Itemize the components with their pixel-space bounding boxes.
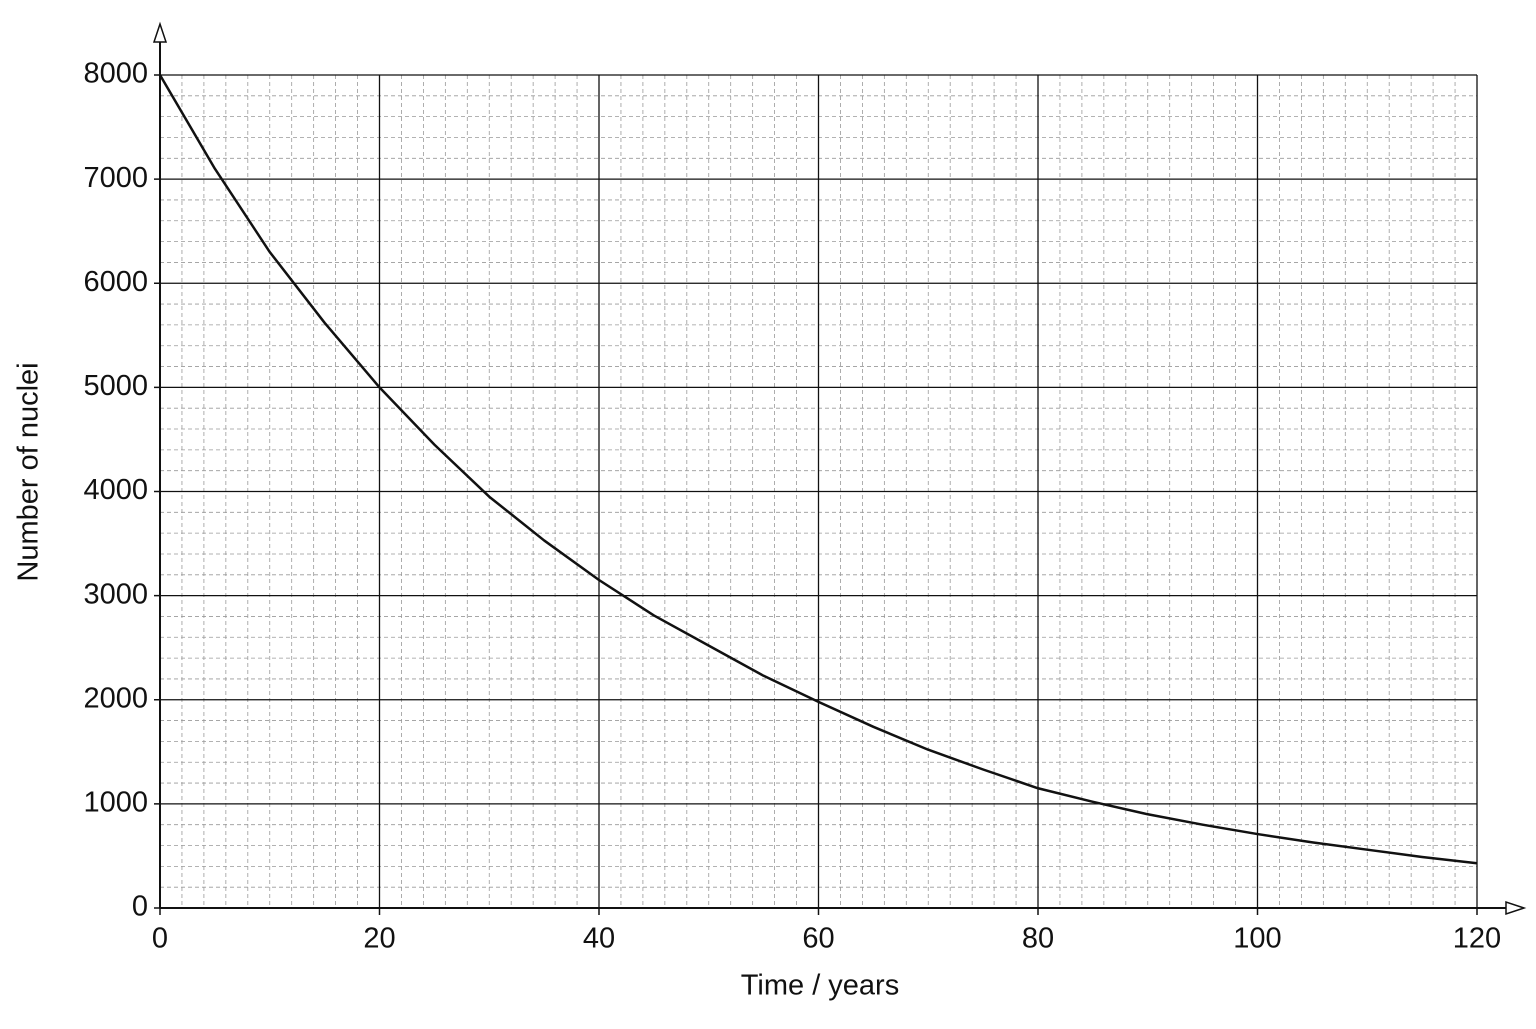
x-axis-label: Time / years [741,970,899,1002]
x-tick-label: 60 [802,923,834,955]
y-tick-label: 2000 [83,682,148,714]
x-tick-label: 80 [1022,923,1054,955]
y-tick-label: 7000 [83,162,148,194]
y-tick-label: 3000 [83,578,148,610]
x-tick-label: 100 [1233,923,1281,955]
x-tick-label: 40 [583,923,615,955]
y-tick-label: 8000 [83,58,148,90]
x-tick-label: 0 [152,923,168,955]
y-tick-label: 1000 [83,787,148,819]
y-tick-label: 0 [132,891,148,923]
y-tick-label: 4000 [83,474,148,506]
x-tick-label: 20 [363,923,395,955]
x-tick-label: 120 [1453,923,1501,955]
y-axis-label: Number of nuclei [13,362,45,581]
data-line [158,74,1478,865]
y-tick-label: 6000 [83,266,148,298]
y-axis-arrow [152,21,168,43]
x-axis-arrow [1505,900,1527,916]
y-tick-label: 5000 [83,370,148,402]
